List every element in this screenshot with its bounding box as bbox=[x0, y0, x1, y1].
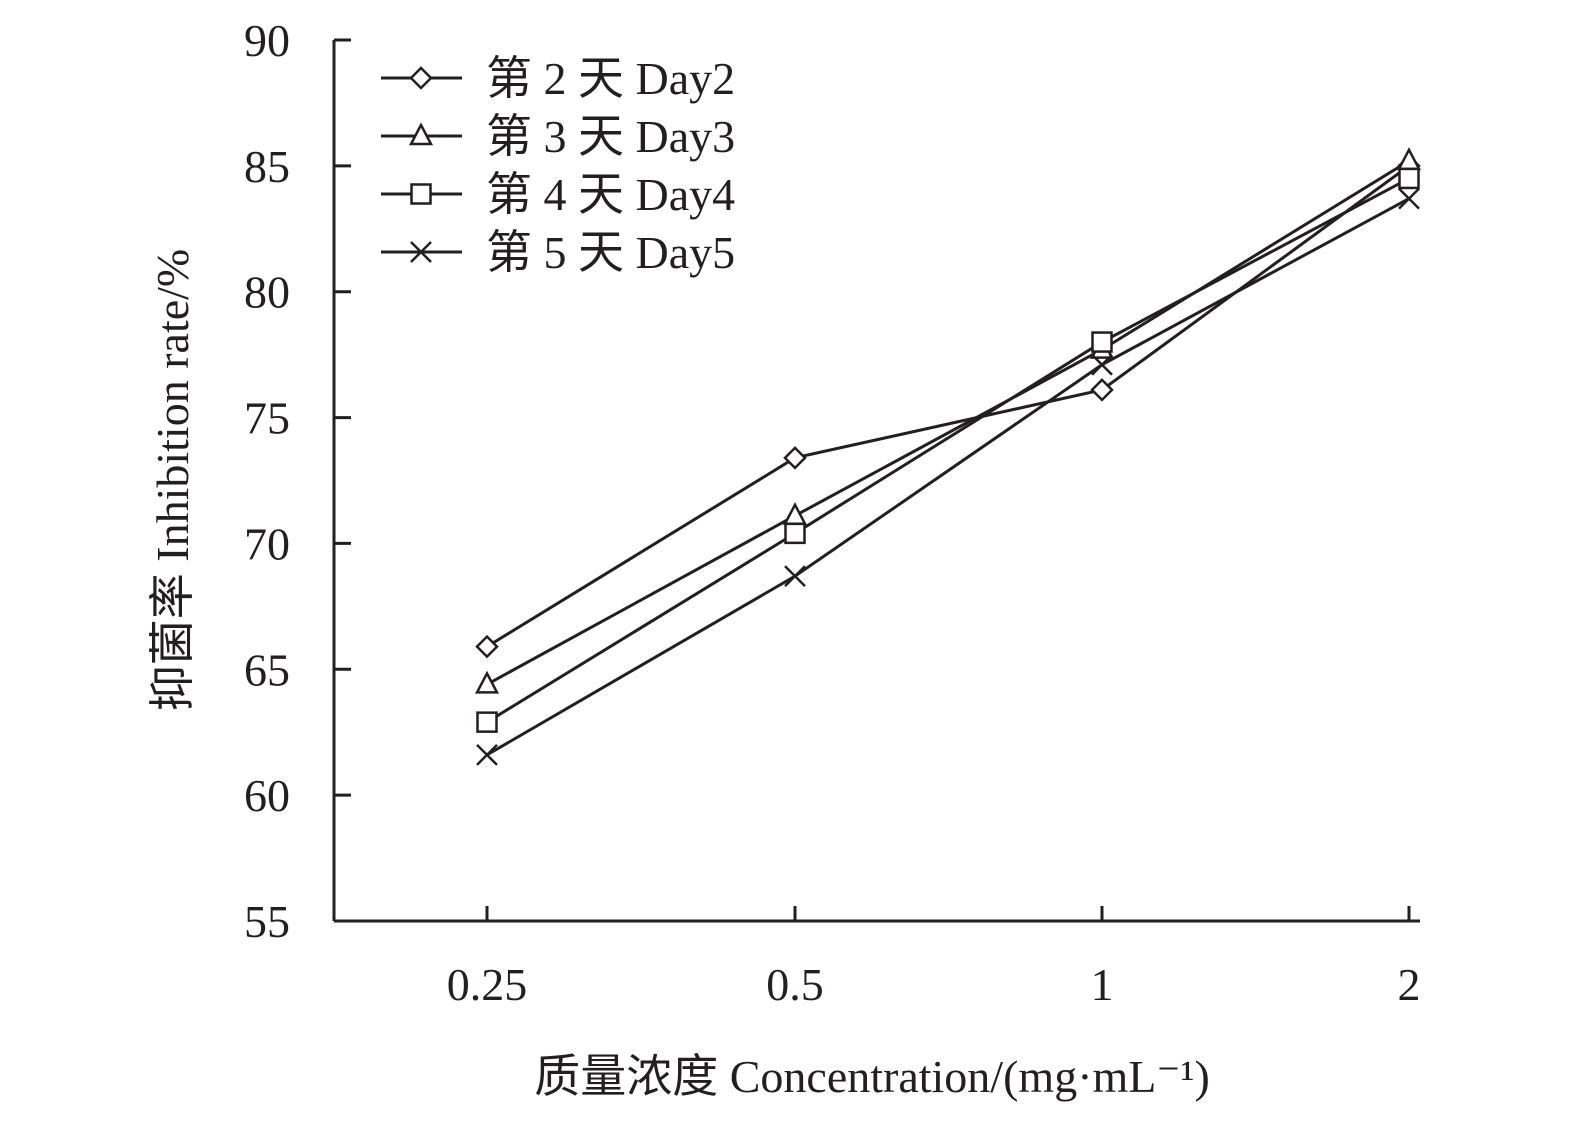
data-point bbox=[476, 711, 498, 733]
cross-stroke bbox=[410, 241, 432, 263]
data-point bbox=[1091, 353, 1113, 376]
axes bbox=[332, 40, 1420, 923]
y-tick-label: 65 bbox=[244, 644, 290, 695]
legend-label: 第 4 天 Day4 bbox=[486, 169, 735, 220]
x-tick-label: 0.25 bbox=[447, 959, 528, 1010]
series-layer bbox=[474, 147, 1422, 766]
ticks: 55 60 65 70 75 80 85 90 0.25 0.5 1 2 bbox=[244, 15, 1421, 1010]
legend-entry: 第 5 天 Day5 bbox=[381, 227, 735, 278]
data-point bbox=[1090, 378, 1114, 402]
x-tick-label: 2 bbox=[1398, 959, 1421, 1010]
legend-marker bbox=[410, 241, 432, 263]
legend-marker bbox=[408, 122, 434, 146]
legend-entry: 第 3 天 Day3 bbox=[381, 111, 735, 162]
data-point bbox=[474, 670, 500, 694]
cross-stroke bbox=[1091, 353, 1113, 376]
series-line bbox=[486, 197, 1410, 757]
data-point bbox=[475, 634, 499, 659]
data-point bbox=[1398, 167, 1420, 190]
legend: 第 2 天 Day2 第 3 天 Day3 第 4 天 Day4 第 5 天 Day5 bbox=[381, 53, 735, 278]
legend-label: 第 3 天 Day3 bbox=[486, 111, 735, 162]
y-tick-label: 85 bbox=[244, 141, 290, 192]
y-tick-label: 60 bbox=[244, 770, 290, 821]
y-tick-label: 90 bbox=[244, 15, 290, 66]
legend-marker bbox=[410, 183, 432, 205]
series-line bbox=[486, 177, 1410, 724]
data-point bbox=[1398, 187, 1420, 210]
legend-label: 第 5 天 Day5 bbox=[486, 227, 735, 278]
legend-label: 第 2 天 Day2 bbox=[486, 53, 735, 104]
series-cross bbox=[476, 187, 1420, 766]
x-tick-label: 1 bbox=[1091, 959, 1114, 1010]
y-tick-label: 75 bbox=[244, 393, 290, 444]
legend-entry: 第 4 天 Day4 bbox=[381, 169, 735, 220]
data-point bbox=[782, 502, 808, 525]
x-tick-label: 0.5 bbox=[766, 959, 824, 1010]
cross-stroke bbox=[1398, 187, 1420, 210]
x-axis-title: 质量浓度 Concentration/(mg·mL⁻¹) bbox=[534, 1051, 1210, 1102]
legend-marker bbox=[409, 66, 433, 90]
legend-entry: 第 2 天 Day2 bbox=[381, 53, 735, 104]
y-axis-title: 抑菌率 Inhibition rate/% bbox=[147, 249, 198, 711]
y-tick-label: 55 bbox=[244, 896, 290, 947]
data-point bbox=[784, 522, 806, 545]
series-square bbox=[476, 167, 1420, 733]
data-point bbox=[783, 446, 807, 470]
data-point bbox=[1091, 331, 1113, 353]
y-tick-label: 70 bbox=[244, 518, 290, 569]
series-line bbox=[486, 159, 1410, 686]
series-line bbox=[486, 164, 1410, 648]
cross-stroke bbox=[784, 565, 806, 588]
cross-stroke bbox=[476, 743, 498, 766]
data-point bbox=[476, 743, 498, 766]
data-point bbox=[1396, 147, 1422, 171]
data-point bbox=[784, 565, 806, 588]
y-tick-label: 80 bbox=[244, 267, 290, 318]
